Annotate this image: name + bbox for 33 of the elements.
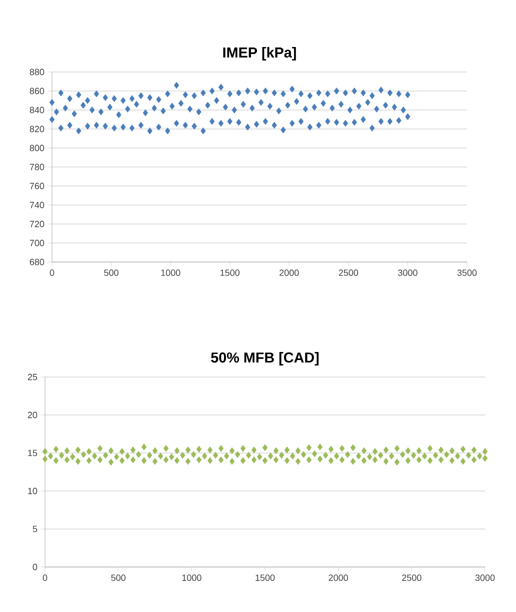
x-tick-label: 2500 (402, 574, 422, 581)
x-tick-label: 0 (50, 270, 54, 276)
x-tick-label: 1000 (161, 270, 180, 276)
x-tick-label: 2000 (328, 574, 348, 581)
y-tick-label: 0 (32, 564, 38, 570)
x-tick-label: 2500 (338, 270, 358, 276)
y-tick-label: 720 (30, 220, 44, 228)
y-tick-label: 700 (30, 240, 44, 246)
y-tick-label: 680 (30, 258, 44, 266)
x-tick-label: 3000 (475, 574, 495, 581)
x-tick-label: 500 (111, 574, 126, 581)
y-tick-label: 860 (30, 88, 44, 94)
chart-title: 50% MFB [CAD] (211, 352, 319, 366)
y-tick-label: 800 (30, 144, 44, 152)
y-tick-label: 740 (30, 202, 44, 208)
chart-title: IMEP [kPa] (223, 47, 296, 60)
y-tick-label: 15 (28, 450, 38, 456)
y-tick-label: 880 (30, 68, 44, 76)
x-tick-label: 1500 (220, 270, 240, 276)
y-tick-label: 760 (30, 182, 44, 190)
x-tick-label: 500 (104, 270, 118, 276)
y-tick-label: 820 (30, 126, 44, 132)
y-tick-label: 10 (28, 488, 38, 494)
y-tick-label: 20 (28, 412, 38, 418)
x-tick-label: 3500 (457, 270, 477, 276)
x-tick-label: 3000 (398, 270, 418, 276)
x-tick-label: 1000 (182, 574, 202, 581)
y-tick-label: 780 (30, 164, 44, 170)
y-tick-label: 840 (30, 106, 44, 114)
y-tick-label: 5 (32, 526, 38, 532)
x-tick-label: 2000 (280, 270, 299, 276)
y-tick-label: 25 (28, 374, 38, 380)
x-tick-label: 1500 (256, 574, 275, 581)
